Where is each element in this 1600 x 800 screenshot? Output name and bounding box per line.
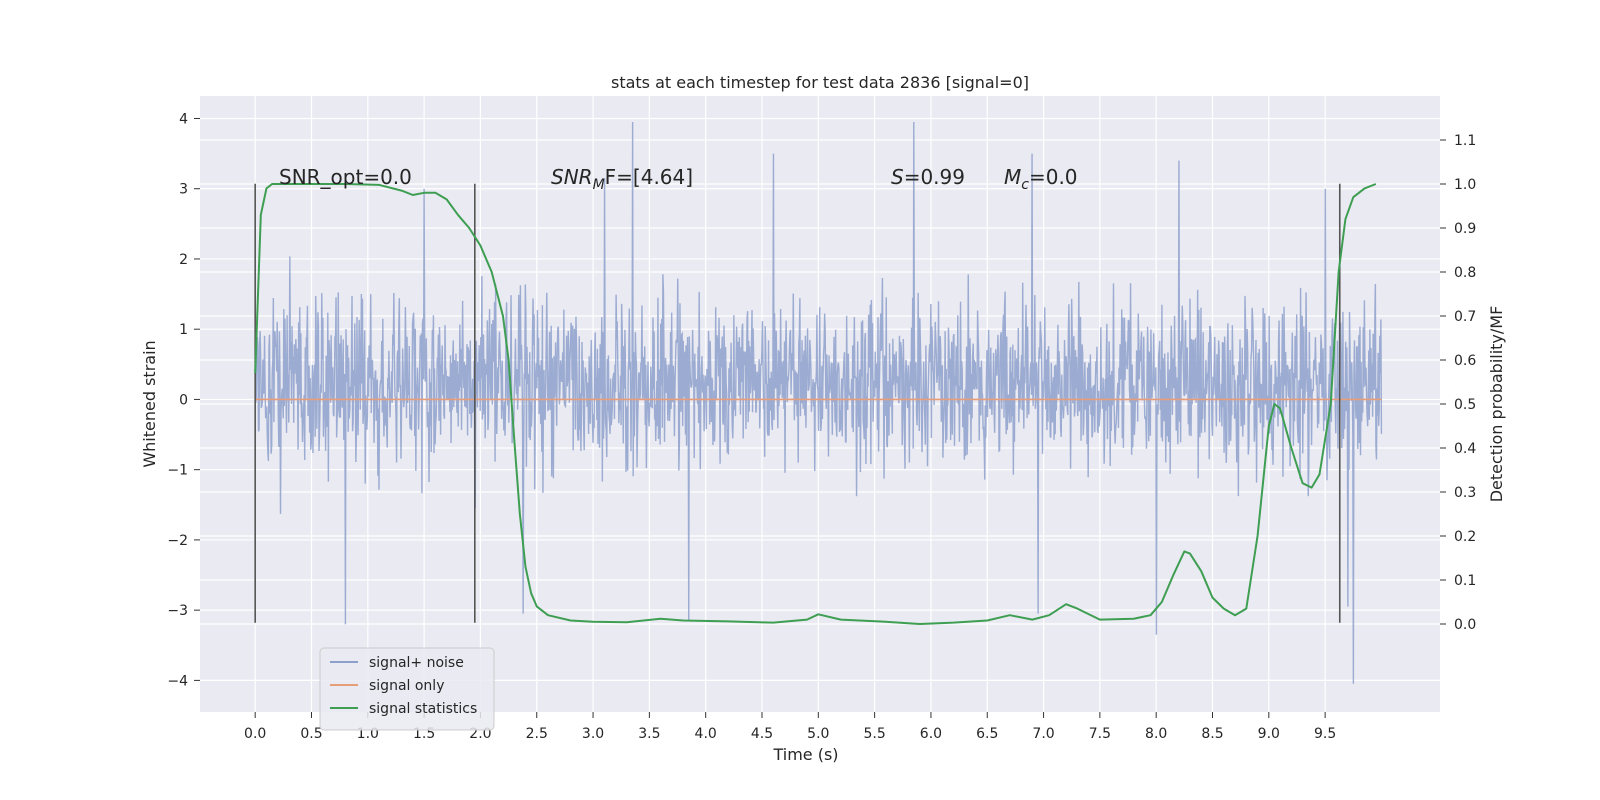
y-tick-label: 2 (179, 252, 188, 268)
legend-label-signal-statistics: signal statistics (369, 701, 477, 717)
legend-label-signal-only: signal only (369, 678, 444, 694)
right-y-tick-label: 0.1 (1454, 573, 1476, 589)
annotation-mc-sub: c (1021, 177, 1029, 193)
annotation-snr-mf-sub: M (593, 177, 605, 193)
right-y-tick-label: 1.0 (1454, 177, 1476, 193)
x-tick-label: 3.0 (582, 726, 604, 742)
y-tick-label: 0 (179, 392, 188, 408)
y-tick-label: −4 (167, 673, 188, 689)
x-tick-label: 9.5 (1314, 726, 1336, 742)
right-y-tick-label: 0.2 (1454, 529, 1476, 545)
annotation-s-value: =0.99 (904, 165, 965, 189)
annotation-snr-mf: SNRMF=[4.64] (551, 165, 693, 193)
x-tick-label: 4.0 (695, 726, 717, 742)
y-tick-label: −3 (167, 603, 188, 619)
x-tick-label: 6.5 (976, 726, 998, 742)
x-axis-label: Time (s) (772, 745, 838, 764)
right-y-tick-label: 0.8 (1454, 265, 1476, 281)
x-tick-label: 5.0 (807, 726, 829, 742)
right-y-tick-label: 0.5 (1454, 397, 1476, 413)
x-tick-label: 8.0 (1145, 726, 1167, 742)
x-tick-label: 6.0 (920, 726, 942, 742)
x-tick-label: 5.5 (863, 726, 885, 742)
y-tick-label: 1 (179, 322, 188, 338)
series-signal-statistics (254, 183, 1377, 625)
y-tick-label: 4 (179, 111, 188, 127)
y-axis-ticks: 4 3 2 1 0 −1 −2 −3 −4 (167, 111, 200, 689)
x-tick-label: 0.5 (300, 726, 322, 742)
legend-label-signal-plus-noise: signal+ noise (369, 655, 464, 671)
right-y-tick-label: 0.6 (1454, 353, 1476, 369)
annotation-snr-opt: SNR_opt=0.0 (279, 165, 412, 189)
right-y-tick-label: 0.4 (1454, 441, 1476, 457)
y-tick-label: 3 (179, 182, 188, 198)
annotation-snr-mf-value: F=[4.64] (605, 165, 693, 189)
x-tick-label: 9.0 (1258, 726, 1280, 742)
x-tick-label: 3.5 (638, 726, 660, 742)
right-y-tick-label: 0.0 (1454, 617, 1476, 633)
x-tick-label: 4.5 (751, 726, 773, 742)
legend-box (319, 647, 495, 731)
series-signal-plus-noise (254, 121, 1383, 684)
right-y-axis-label: Detection probability/MF (1487, 306, 1506, 503)
right-y-tick-label: 0.3 (1454, 485, 1476, 501)
x-tick-label: 7.0 (1032, 726, 1054, 742)
signal-statistics-line (254, 183, 1377, 625)
right-y-axis-ticks: 1.1 1.0 0.9 0.8 0.7 0.6 0.5 0.4 0.3 0.2 0.1 0.0 (1440, 133, 1476, 633)
annotation-s-var: S (891, 165, 904, 189)
x-tick-label: 2.5 (526, 726, 548, 742)
annotation-mc-var: M (1004, 165, 1021, 189)
legend: signal+ noise signal only signal statist… (319, 647, 495, 731)
right-y-tick-label: 0.9 (1454, 221, 1476, 237)
annotation-mc: Mc=0.0 (1004, 165, 1078, 193)
x-tick-label: 8.5 (1201, 726, 1223, 742)
x-tick-label: 7.5 (1089, 726, 1111, 742)
y-tick-label: −1 (167, 463, 188, 479)
chart-title: stats at each timestep for test data 283… (611, 73, 1029, 92)
x-axis-ticks: 0.0 0.5 1.0 1.5 2.0 2.5 3.0 3.5 4.0 4.5 5.0 5.5 6.0 6… (244, 712, 1336, 742)
annotation-s: S=0.99 (891, 165, 965, 189)
x-tick-label: 0.0 (244, 726, 266, 742)
y-axis-label: Whitened strain (140, 340, 159, 467)
annotation-snr-mf-var: SNR (551, 165, 593, 189)
right-y-tick-label: 0.7 (1454, 309, 1476, 325)
annotation-mc-value: =0.0 (1029, 165, 1078, 189)
y-tick-label: −2 (167, 533, 188, 549)
signal-plus-noise-line (254, 121, 1383, 684)
right-y-tick-label: 1.1 (1454, 133, 1476, 149)
